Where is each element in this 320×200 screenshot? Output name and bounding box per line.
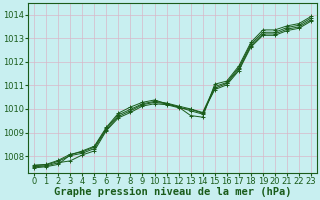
X-axis label: Graphe pression niveau de la mer (hPa): Graphe pression niveau de la mer (hPa): [54, 187, 291, 197]
